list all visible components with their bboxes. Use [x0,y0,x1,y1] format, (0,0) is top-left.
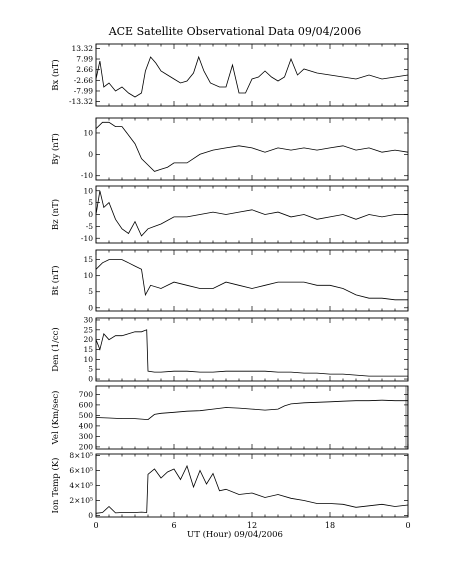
y-tick-label: 10 [83,355,93,364]
series-line [95,399,408,421]
y-tick-label: 10 [83,271,93,280]
series-line [95,55,409,98]
x-tick-label: 0 [93,521,98,530]
y-tick-label: 0 [88,511,93,520]
y-tick-label: 0 [88,210,93,219]
y-tick-label: -10 [81,171,93,180]
panel-shade [405,386,408,449]
y-tick-label: 0 [88,303,93,312]
y-axis-label: Bx (nT) [50,59,61,91]
y-tick-label: 25 [83,325,93,334]
y-tick-label: 10 [83,128,93,137]
y-tick-label: 500 [79,411,94,420]
series-line [95,464,409,514]
x-tick-label: 6 [171,521,176,530]
y-tick-label: 6×10⁵ [69,466,93,475]
y-tick-label: 400 [79,421,94,430]
chart-panels: 13.32 7.992.66 -2.66-7.99 -13.32 Bx (nT) 10 0 -… [50,43,411,530]
x-tick-label: 18 [325,521,335,530]
y-tick-label: 300 [79,432,94,441]
y-tick-label: 0 [88,150,93,159]
panel-frame [95,43,409,107]
panel-2: 10 5 0 -5 -10 Bz (nT) [50,185,409,244]
y-tick-label: 700 [79,390,94,399]
y-tick-label: 0 [88,375,93,384]
y-axis-label: Bz (nT) [50,199,61,230]
y-tick-label: 15 [83,255,93,264]
y-tick-label: 10 [83,186,93,195]
y-tick-label: 7.99 [76,55,93,64]
y-tick-label: 200 [79,442,94,451]
y-tick-label: 2×10⁵ [69,496,93,505]
y-tick-label: 5 [88,287,93,296]
series-line [95,121,409,172]
series-line [95,329,408,377]
y-tick-label: 20 [83,335,93,344]
y-axis-label: By (nT) [50,133,61,165]
series-line [95,259,408,301]
panel-3: 15 10 5 0 Bt (nT) [50,249,409,312]
y-tick-label: 30 [83,315,93,324]
y-tick-label: -7.99 [74,86,93,95]
panel-0: 13.32 7.992.66 -2.66-7.99 -13.32 Bx (nT) [50,43,409,107]
y-tick-label: -5 [86,222,94,231]
x-tick-label: 0 [405,521,410,530]
y-tick-label: 600 [79,400,94,409]
y-axis-label: Den (1/cc) [50,327,61,371]
y-tick-label: 5 [88,365,93,374]
y-axis-label: Bt (nT) [50,265,61,295]
y-axis-label: Ion Temp (K) [50,458,61,514]
y-tick-label: 5 [88,198,93,207]
y-tick-label: 15 [83,345,93,354]
y-axis-label: Vel (Km/sec) [50,391,61,446]
y-tick-label: -10 [81,234,93,243]
y-tick-label: 13.32 [72,44,94,53]
y-tick-label: 4×10⁵ [69,481,93,490]
x-tick-label: 12 [247,521,257,530]
y-tick-label: -2.66 [74,76,93,85]
series-line [95,190,408,237]
chart-title: ACE Satellite Observational Data 09/04/2… [108,25,362,38]
panel-frame [95,249,409,312]
y-tick-label: -13.32 [69,97,93,106]
panel-1: 10 0 -10 By (nT) [50,117,409,181]
panel-6: 8×10⁵ 6×10⁵ 4×10⁵ 2×10⁵ 0 Ion Temp (K) [50,451,409,520]
y-tick-label: 8×10⁵ [69,451,93,460]
panel-frame [95,453,409,518]
x-axis-label: UT (Hour) 09/04/2006 [187,529,283,540]
y-tick-label: 2.66 [76,65,93,74]
panel-frame [95,385,409,450]
